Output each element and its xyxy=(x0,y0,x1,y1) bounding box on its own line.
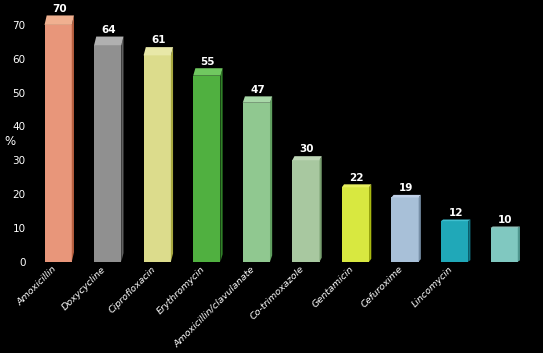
Text: 70: 70 xyxy=(52,4,67,14)
Polygon shape xyxy=(468,220,470,262)
Polygon shape xyxy=(369,184,371,262)
Polygon shape xyxy=(270,96,272,262)
Polygon shape xyxy=(243,96,272,103)
Polygon shape xyxy=(193,68,223,76)
Text: 19: 19 xyxy=(399,183,413,193)
Text: 64: 64 xyxy=(102,25,116,35)
Polygon shape xyxy=(518,227,520,262)
Polygon shape xyxy=(94,37,123,45)
Polygon shape xyxy=(292,156,322,160)
Polygon shape xyxy=(144,55,171,262)
Polygon shape xyxy=(72,16,74,262)
Text: 12: 12 xyxy=(449,208,463,218)
Polygon shape xyxy=(45,16,74,25)
Polygon shape xyxy=(144,47,173,55)
Text: 61: 61 xyxy=(151,35,166,46)
Y-axis label: %: % xyxy=(4,135,15,148)
Polygon shape xyxy=(419,195,421,262)
Polygon shape xyxy=(392,197,419,262)
Polygon shape xyxy=(94,45,121,262)
Polygon shape xyxy=(392,195,421,197)
Polygon shape xyxy=(490,227,520,228)
Text: 22: 22 xyxy=(349,173,364,183)
Polygon shape xyxy=(45,25,72,262)
Text: 10: 10 xyxy=(498,215,513,225)
Text: 30: 30 xyxy=(300,144,314,155)
Polygon shape xyxy=(319,156,322,262)
Polygon shape xyxy=(220,68,223,262)
Polygon shape xyxy=(243,103,270,262)
Polygon shape xyxy=(342,184,371,187)
Polygon shape xyxy=(292,160,319,262)
Polygon shape xyxy=(193,76,220,262)
Polygon shape xyxy=(121,37,123,262)
Text: 47: 47 xyxy=(250,85,265,95)
Polygon shape xyxy=(171,47,173,262)
Polygon shape xyxy=(441,220,470,221)
Polygon shape xyxy=(342,187,369,262)
Text: 55: 55 xyxy=(201,56,215,66)
Polygon shape xyxy=(441,221,468,262)
Polygon shape xyxy=(490,228,518,262)
